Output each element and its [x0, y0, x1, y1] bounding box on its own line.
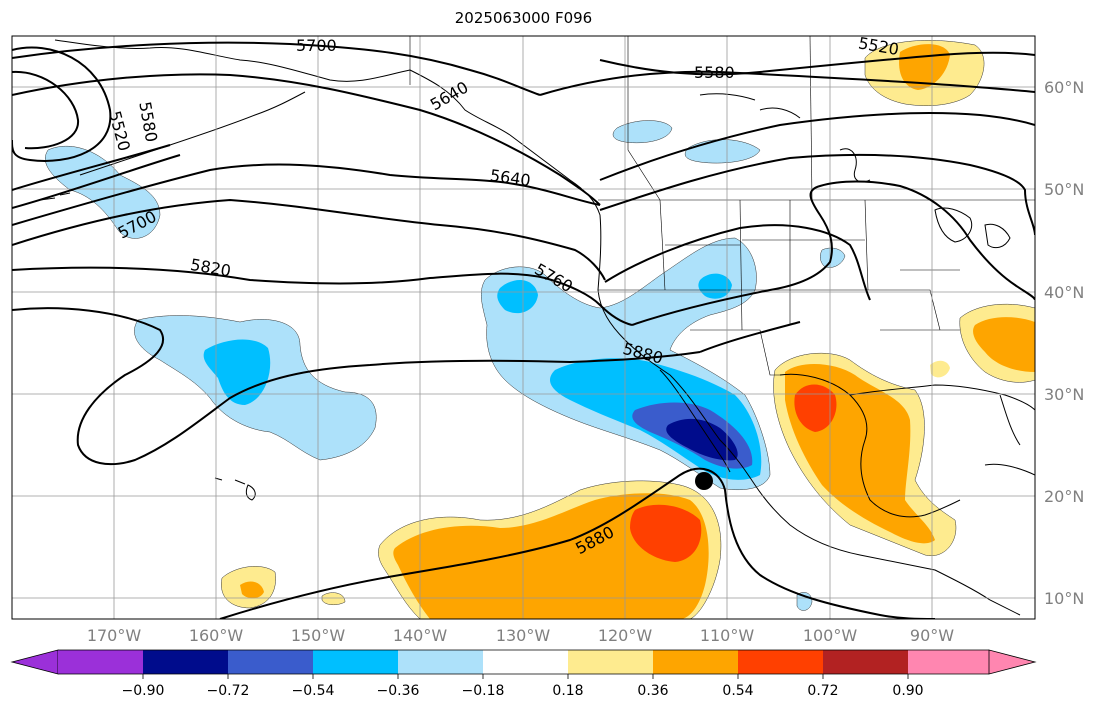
map-title: 2025063000 F096 — [454, 9, 593, 27]
colorbar-tick-label: 0.36 — [637, 683, 669, 699]
colorbar-swatch — [568, 650, 654, 674]
latitude-label: 30°N — [1044, 385, 1085, 404]
colorbar-swatch — [58, 650, 144, 674]
colorbar-swatch — [143, 650, 229, 674]
colorbar-swatch — [738, 650, 824, 674]
storm-center-marker — [695, 472, 713, 490]
colorbar-tick-label: 0.90 — [892, 683, 924, 699]
colorbar — [10, 649, 1037, 679]
colorbar-tick-label: 0.54 — [722, 683, 754, 699]
colorbar-swatch — [908, 650, 989, 674]
colorbar-swatch — [653, 650, 739, 674]
colorbar-tick-label: −0.54 — [291, 683, 335, 699]
longitude-label: 100°W — [802, 626, 858, 645]
latitude-label: 60°N — [1044, 78, 1085, 97]
latitude-label: 20°N — [1044, 487, 1085, 506]
colorbar-upper-extension — [988, 649, 1037, 675]
political-borders — [409, 36, 1035, 376]
colorbar-tick-label: −0.72 — [206, 683, 250, 699]
height-contours — [12, 41, 1035, 619]
coastlines — [39, 39, 1035, 616]
colorbar-tick-label: 0.72 — [807, 683, 839, 699]
colorbar-swatch — [313, 650, 399, 674]
colorbar-tick-label: −0.36 — [376, 683, 420, 699]
contour-label: 5700 — [296, 36, 337, 55]
colorbar-swatch — [398, 650, 484, 674]
colorbar-tick-label: −0.18 — [461, 683, 505, 699]
positive-anomaly-shading — [221, 40, 1035, 619]
longitude-label: 160°W — [188, 626, 244, 645]
contour-label: 5520 — [857, 33, 900, 59]
colorbar-swatch — [483, 650, 569, 674]
longitude-label: 150°W — [290, 626, 346, 645]
colorbar-tick-label: −0.90 — [121, 683, 165, 699]
latitude-label: 40°N — [1044, 283, 1085, 302]
colorbar-tick-label: 0.18 — [552, 683, 584, 699]
colorbar-lower-extension — [10, 649, 59, 675]
contour-label: 5580 — [694, 63, 735, 82]
longitude-label: 140°W — [392, 626, 448, 645]
longitude-label: 110°W — [699, 626, 755, 645]
longitude-label: 90°W — [909, 626, 955, 645]
longitude-label: 170°W — [86, 626, 142, 645]
low-pressure-contours — [12, 46, 112, 162]
longitude-label: 130°W — [495, 626, 551, 645]
latitude-label: 50°N — [1044, 180, 1085, 199]
colorbar-swatch — [823, 650, 909, 674]
lat-lon-grid — [12, 36, 1035, 619]
colorbar-swatch — [228, 650, 314, 674]
longitude-label: 120°W — [597, 626, 653, 645]
latitude-label: 10°N — [1044, 589, 1085, 608]
map-frame — [11, 35, 1036, 620]
